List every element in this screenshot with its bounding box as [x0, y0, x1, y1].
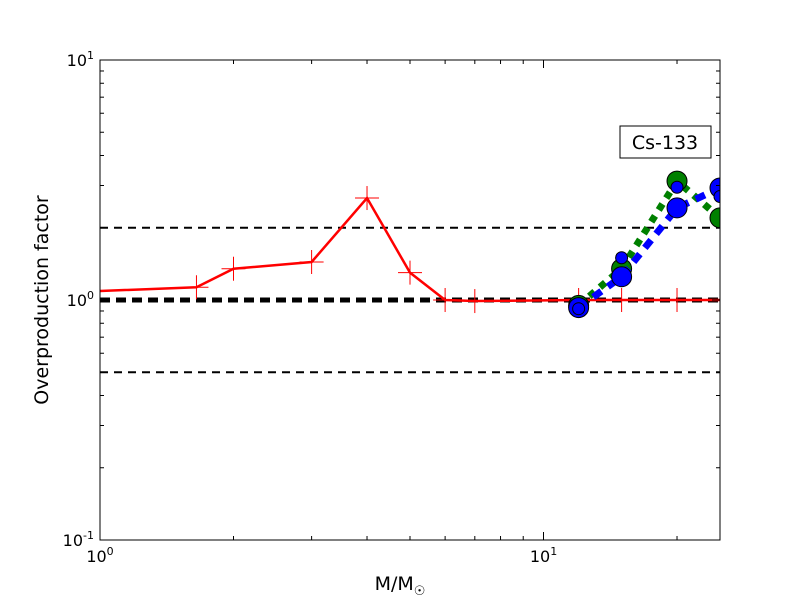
data-point [572, 302, 586, 316]
data-point [666, 197, 688, 219]
annotation-label: Cs-133 [632, 132, 698, 154]
x-tick-label: 100 [86, 545, 113, 566]
y-tick-label: 101 [67, 49, 94, 70]
x-axis-label: M/M☉ [375, 573, 426, 599]
annotation-box: Cs-133 [619, 125, 712, 159]
data-point [709, 207, 720, 229]
data-point [670, 180, 684, 194]
data-point [615, 251, 629, 265]
y-axis-label: Overproduction factor [31, 195, 53, 405]
data-point [713, 189, 720, 203]
y-tick-label: 10-1 [63, 529, 94, 550]
plot-frame [99, 59, 721, 541]
y-tick-label: 100 [67, 289, 94, 310]
series-line [576, 184, 720, 311]
data-point [611, 266, 633, 288]
x-tick-label: 101 [530, 545, 557, 566]
